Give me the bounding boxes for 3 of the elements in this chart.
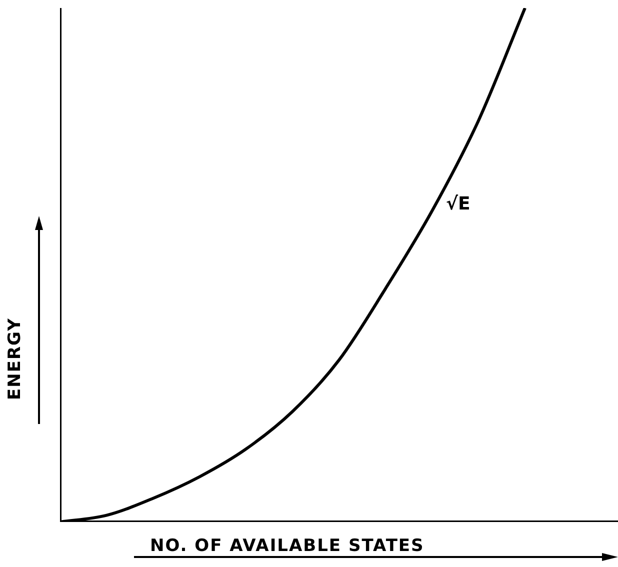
series-label: √E (446, 194, 470, 215)
y-axis-title: ENERGY (5, 318, 25, 400)
x-axis-title: NO. OF AVAILABLE STATES (150, 536, 424, 556)
